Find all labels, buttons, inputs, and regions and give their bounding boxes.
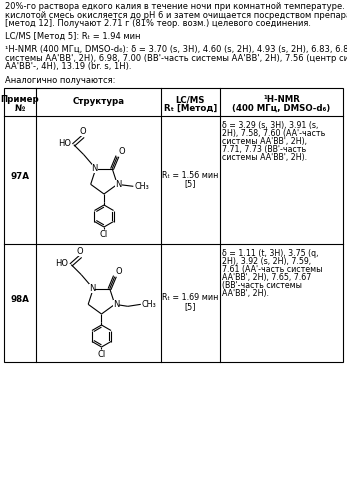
Text: O: O xyxy=(116,266,122,275)
Text: AA'BB', 2H), 7.65, 7.67: AA'BB', 2H), 7.65, 7.67 xyxy=(222,273,311,282)
Text: CH₃: CH₃ xyxy=(142,300,156,309)
Text: AA'BB'-, 4H), 13.19 (br. s, 1H).: AA'BB'-, 4H), 13.19 (br. s, 1H). xyxy=(5,62,132,71)
Text: (BB'-часть системы: (BB'-часть системы xyxy=(222,281,302,290)
Text: N: N xyxy=(89,284,95,293)
Text: LC/MS [Метод 5]: Rₜ = 1.94 мин: LC/MS [Метод 5]: Rₜ = 1.94 мин xyxy=(5,31,141,40)
Text: Пример: Пример xyxy=(1,95,39,104)
Text: HO: HO xyxy=(58,139,71,148)
Text: №: № xyxy=(15,104,25,113)
Text: O: O xyxy=(118,147,125,156)
Text: Rₜ [Метод]: Rₜ [Метод] xyxy=(164,104,217,113)
Text: N: N xyxy=(113,300,119,309)
Text: ¹H-NMR: ¹H-NMR xyxy=(263,95,300,104)
Text: [метод 12]. Получают 2.71 г (81% теор. возм.) целевого соединения.: [метод 12]. Получают 2.71 г (81% теор. в… xyxy=(5,19,311,28)
Text: [5]: [5] xyxy=(185,302,196,311)
Text: кислотой смесь окисляется до pH 6 и затем очищается посредством препаративной HP: кислотой смесь окисляется до pH 6 и зате… xyxy=(5,10,347,19)
Text: 20%-го раствора едкого калия в течение ночи при комнатной температуре. 1 N солян: 20%-го раствора едкого калия в течение н… xyxy=(5,2,347,11)
Text: ¹H-NMR (400 МГц, DMSO-d₆): δ = 3.70 (s, 3H), 4.60 (s, 2H), 4.93 (s, 2H), 6.83, 6: ¹H-NMR (400 МГц, DMSO-d₆): δ = 3.70 (s, … xyxy=(5,45,347,54)
Text: δ = 1.11 (t, 3H), 3.75 (q,: δ = 1.11 (t, 3H), 3.75 (q, xyxy=(222,249,319,258)
Text: системы AA'BB', 2H), 6.98, 7.00 (BB'-часть системы AA'BB', 2H), 7.56 (центр сист: системы AA'BB', 2H), 6.98, 7.00 (BB'-час… xyxy=(5,53,347,62)
Text: Rₜ = 1.69 мин: Rₜ = 1.69 мин xyxy=(162,293,219,302)
Text: 7.71, 7.73 (BB'-часть: 7.71, 7.73 (BB'-часть xyxy=(222,145,306,154)
Text: (400 МГц, DMSO-d₆): (400 МГц, DMSO-d₆) xyxy=(232,104,331,113)
Text: O: O xyxy=(79,127,86,136)
Text: Cl: Cl xyxy=(100,230,108,239)
Text: δ = 3.29 (s, 3H), 3.91 (s,: δ = 3.29 (s, 3H), 3.91 (s, xyxy=(222,121,319,130)
Text: N: N xyxy=(92,164,98,173)
Text: 97А: 97А xyxy=(10,172,29,181)
Text: системы AA'BB', 2H).: системы AA'BB', 2H). xyxy=(222,153,307,162)
Text: O: O xyxy=(77,247,84,255)
Text: AA'BB', 2H).: AA'BB', 2H). xyxy=(222,289,269,298)
Text: N: N xyxy=(115,180,121,189)
Text: 2H), 7.58, 7.60 (AA'-часть: 2H), 7.58, 7.60 (AA'-часть xyxy=(222,129,325,138)
Text: HO: HO xyxy=(55,259,68,268)
Text: Cl: Cl xyxy=(98,350,105,359)
Text: 7.61 (AA'-часть системы: 7.61 (AA'-часть системы xyxy=(222,265,322,274)
Text: LC/MS: LC/MS xyxy=(176,95,205,104)
Text: Аналогично получаются:: Аналогично получаются: xyxy=(5,75,115,84)
Text: CH₃: CH₃ xyxy=(134,182,149,191)
Text: 98А: 98А xyxy=(10,294,29,303)
Text: [5]: [5] xyxy=(185,180,196,189)
Bar xyxy=(4,88,343,362)
Text: Структура: Структура xyxy=(73,96,125,105)
Text: системы AA'BB', 2H),: системы AA'BB', 2H), xyxy=(222,137,307,146)
Text: Rₜ = 1.56 мин: Rₜ = 1.56 мин xyxy=(162,171,219,180)
Text: 2H), 3.92 (s, 2H), 7.59,: 2H), 3.92 (s, 2H), 7.59, xyxy=(222,257,311,266)
